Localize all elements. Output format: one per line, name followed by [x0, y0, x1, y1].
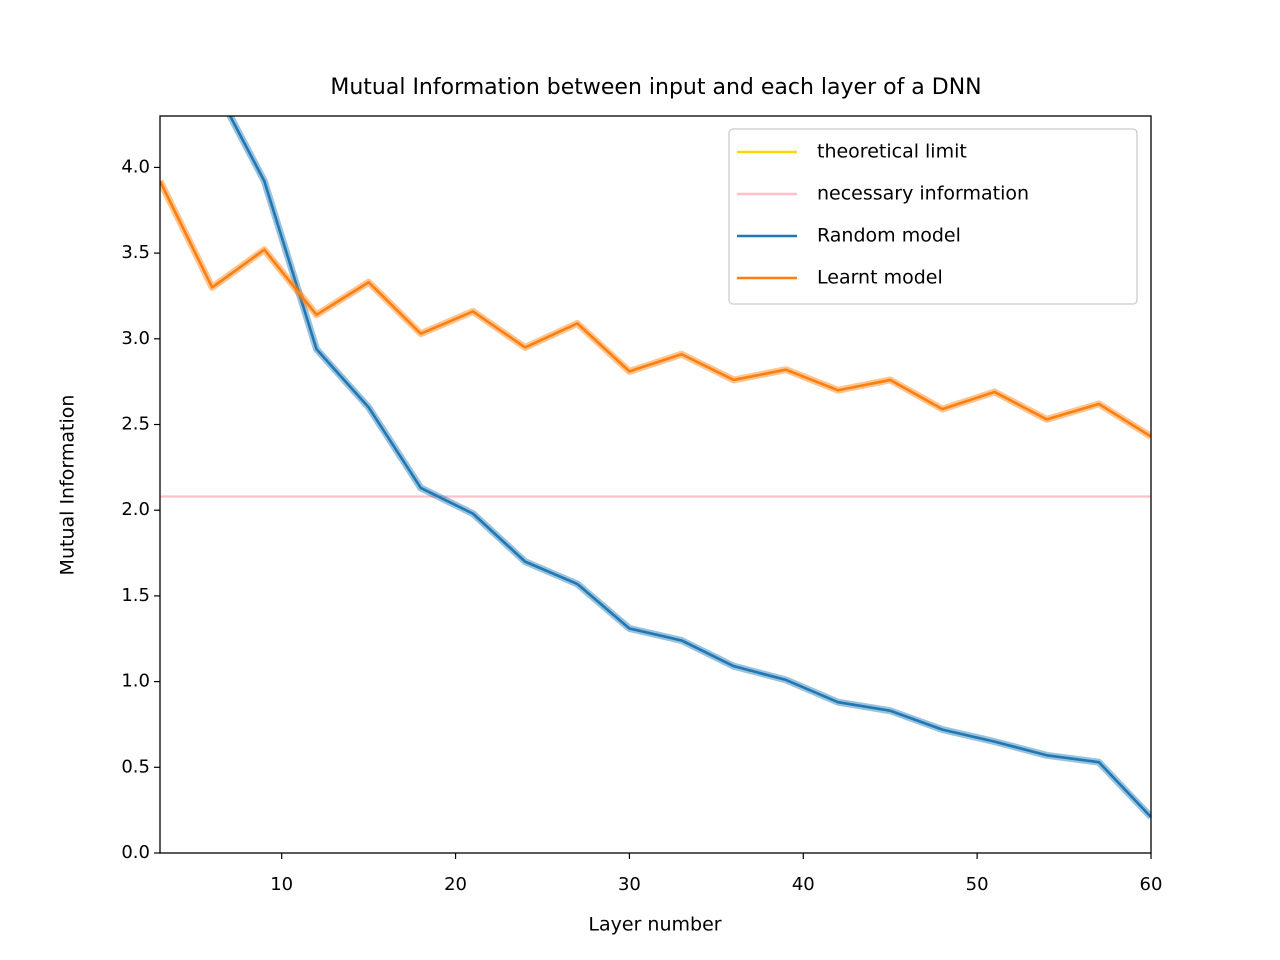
y-tick-label: 1.0 [121, 671, 150, 692]
x-tick-label: 30 [618, 874, 641, 895]
x-tick-label: 50 [966, 874, 989, 895]
y-tick-label: 2.5 [121, 414, 150, 435]
x-tick-label: 10 [270, 874, 293, 895]
plot-area [160, 116, 1151, 820]
legend-label: necessary information [817, 183, 1029, 205]
chart-title: Mutual Information between input and eac… [330, 75, 981, 100]
legend-box [728, 128, 1138, 305]
y-tick-label: 0.5 [121, 756, 150, 777]
y-axis-label: Mutual Information [57, 395, 79, 576]
y-tick-label: 4.0 [121, 156, 150, 177]
y-tick-label: 3.5 [121, 242, 150, 263]
x-tick-label: 40 [792, 874, 815, 895]
x-tick-label: 60 [1140, 874, 1163, 895]
y-tick-label: 0.0 [121, 842, 150, 863]
legend-label: Random model [817, 225, 961, 247]
x-tick-label: 20 [444, 874, 467, 895]
axes-frame [159, 115, 1152, 854]
series-line [160, 180, 1151, 438]
legend-label: Learnt model [817, 267, 943, 289]
y-tick-label: 3.0 [121, 328, 150, 349]
y-tick-label: 2.0 [121, 499, 150, 520]
y-tick-label: 1.5 [121, 585, 150, 606]
series-line [228, 116, 1151, 818]
x-axis-label: Layer number [588, 914, 721, 936]
legend-label: theoretical limit [817, 141, 967, 163]
